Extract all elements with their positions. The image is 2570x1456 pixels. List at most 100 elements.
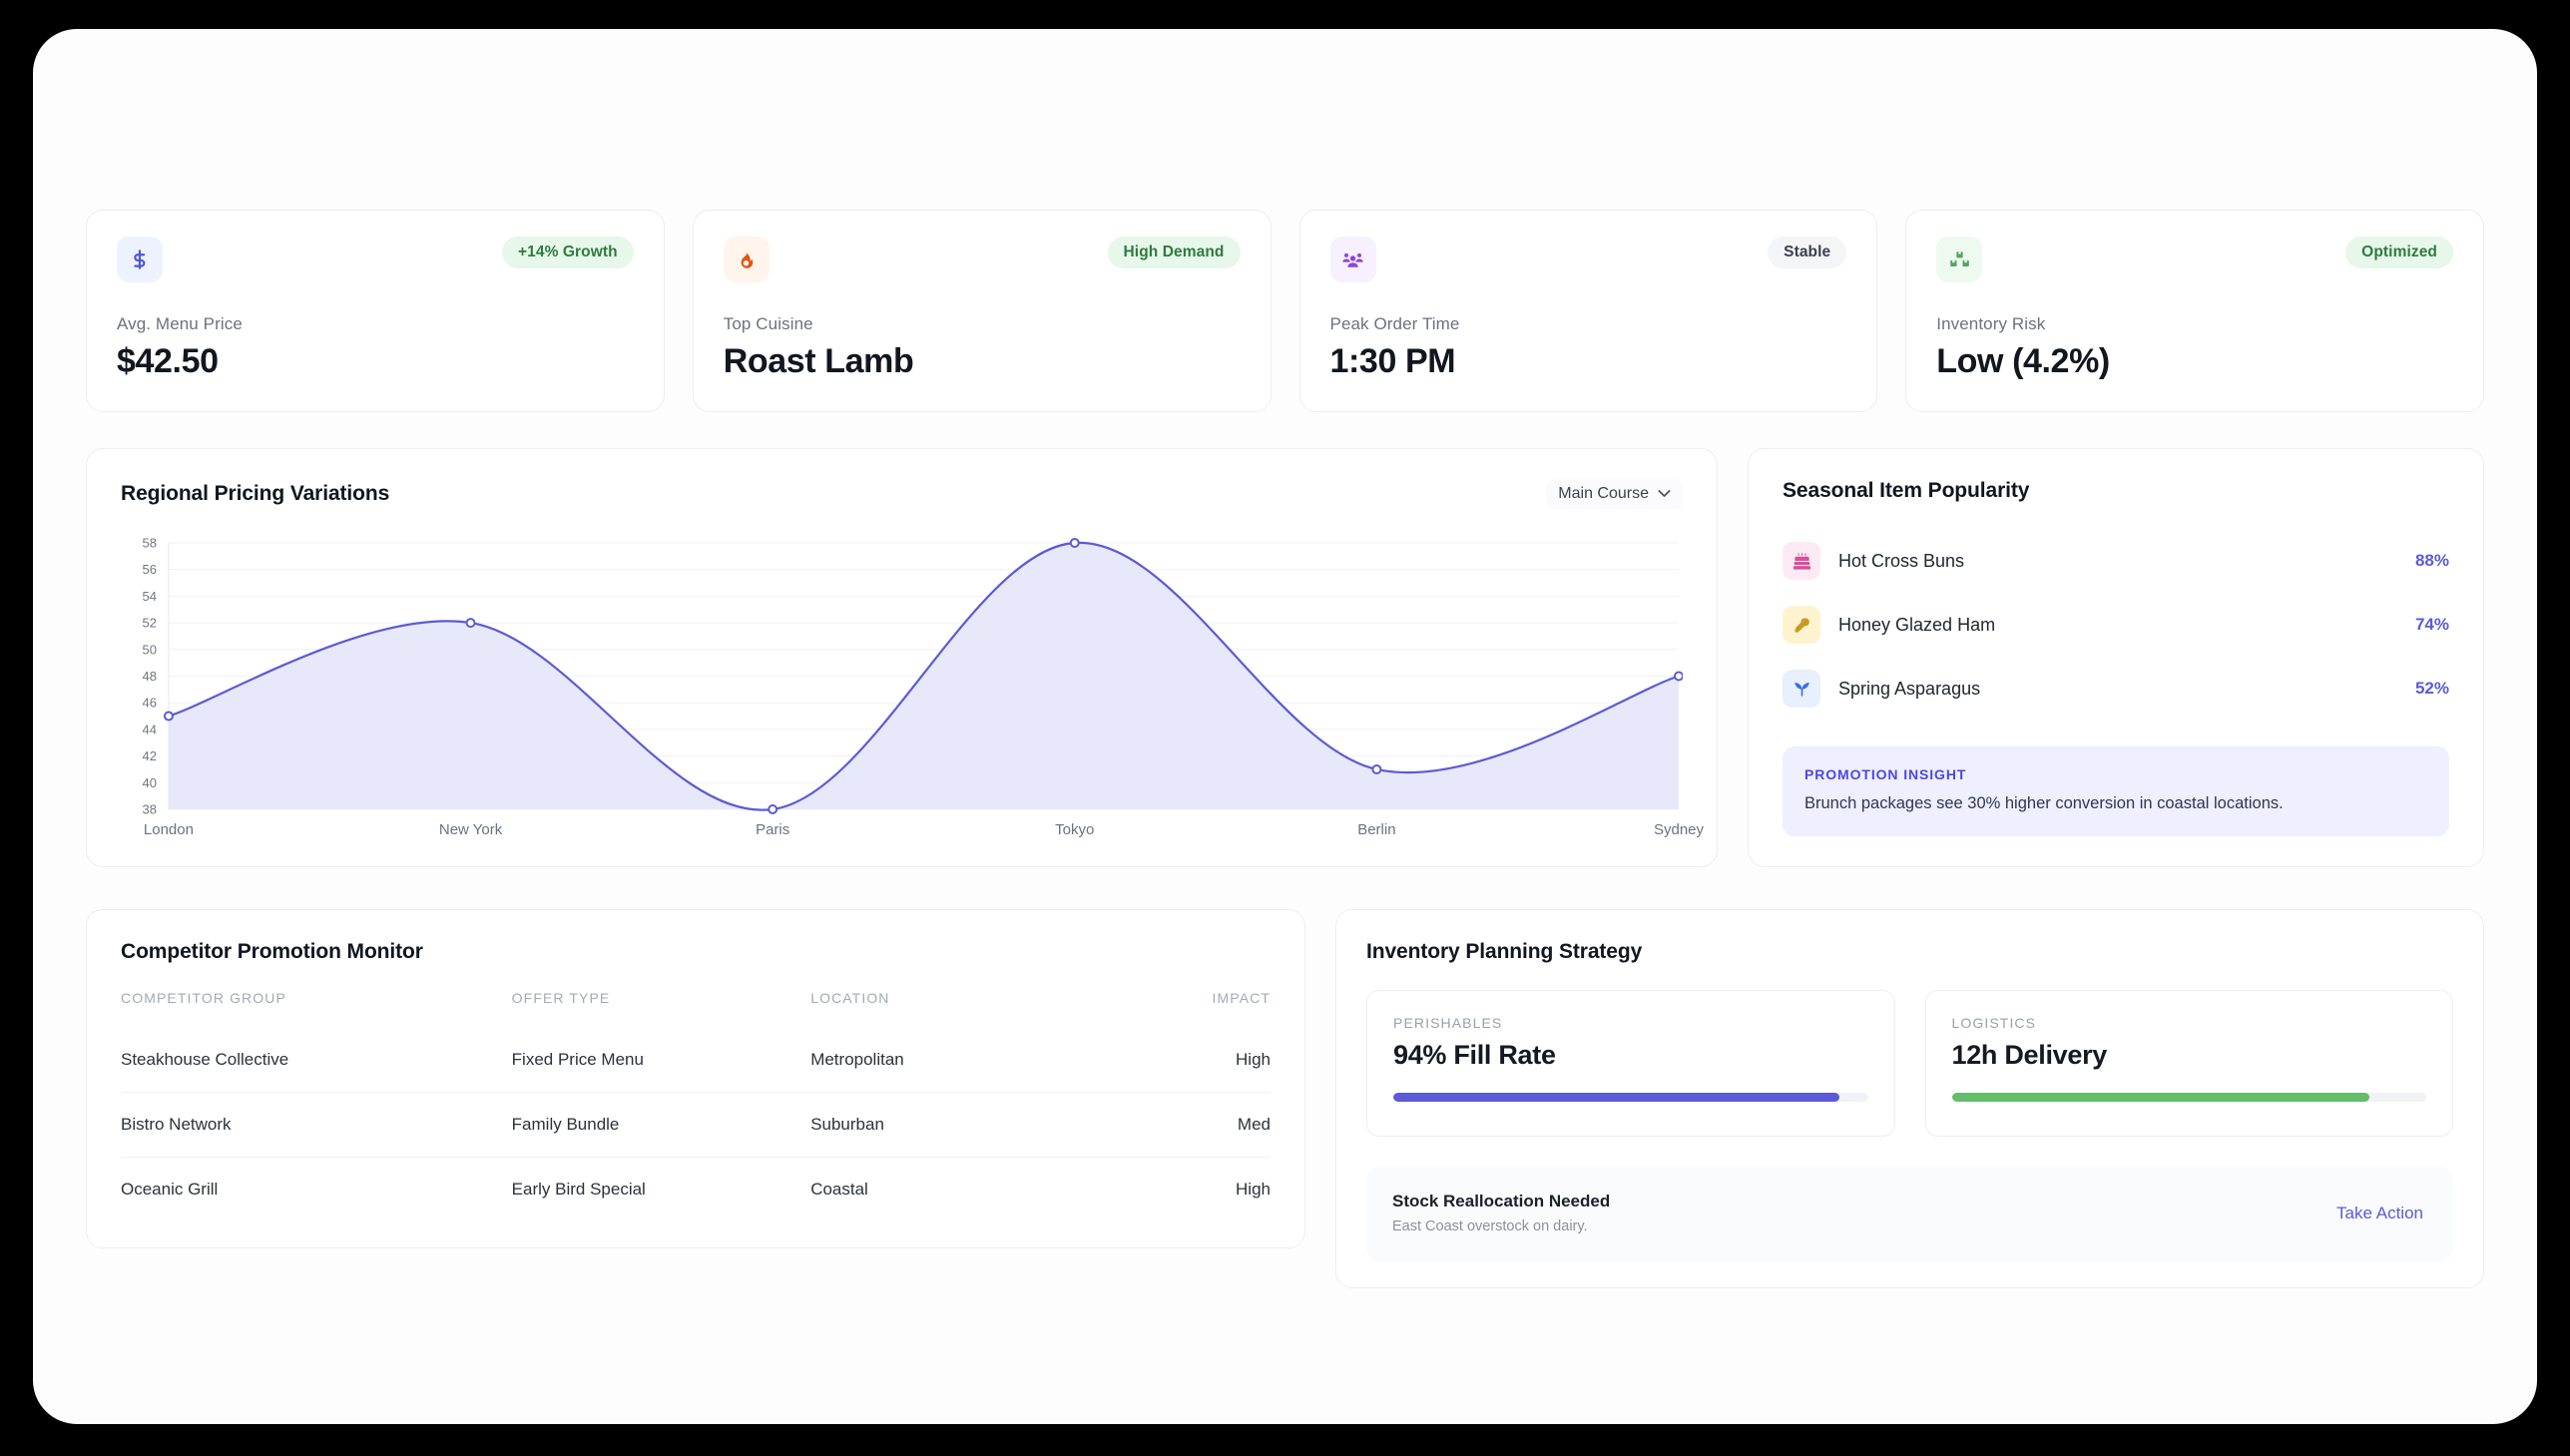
alert-text-group: Stock Reallocation Needed East Coast ove… [1392,1192,1610,1234]
drumstick-icon [1783,606,1820,644]
stat-label: Inventory Risk [1936,314,2046,333]
cell-location: Coastal [810,1157,1110,1222]
table-row[interactable]: Oceanic Grill Early Bird Special Coastal… [121,1157,1271,1222]
x-axis-tick-label: Berlin [1357,821,1396,838]
chart-area-fill [168,542,1680,810]
flame-icon [723,237,770,282]
bottom-row: Competitor Promotion Monitor COMPETITOR … [52,909,2518,1289]
inventory-metrics: PERISHABLES 94% Fill Rate LOGISTICS 12h … [1366,990,2453,1138]
item-percentage: 88% [2414,551,2449,570]
chart-data-point[interactable] [1674,671,1683,682]
cell-impact: High [1109,1157,1271,1222]
metric-kicker: LOGISTICS [1951,1015,2037,1032]
status-badge: High Demand [1107,237,1241,268]
x-axis-tick-label: New York [438,821,503,838]
chart-data-point[interactable] [1069,538,1080,548]
stat-card-header: Optimized [1936,237,2453,282]
course-filter-dropdown[interactable]: Main Course [1546,479,1683,509]
stock-reallocation-alert: Stock Reallocation Needed East Coast ove… [1366,1167,2453,1262]
stat-value: Low (4.2%) [1936,342,2110,380]
cell-offer-type: Early Bird Special [511,1157,811,1222]
chart-data-point[interactable] [465,618,476,629]
cell-competitor-group: Oceanic Grill [121,1157,512,1222]
cell-impact: Med [1109,1092,1271,1158]
chart-data-point[interactable] [768,804,778,814]
cell-location: Metropolitan [810,1050,904,1070]
middle-row: Regional Pricing Variations Main Course … [52,448,2518,868]
stat-card-top-cuisine: High Demand Top Cuisine Roast Lamb [692,210,1272,412]
app-page: +14% Growth Avg. Menu Price $42.50 High … [33,29,2537,1424]
chart-data-point[interactable] [163,711,174,722]
item-name: Spring Asparagus [1838,678,1981,699]
stat-label: Peak Order Time [1329,314,1460,333]
status-badge: Stable [1768,237,1847,268]
cell-competitor-group: Bistro Network [121,1092,512,1158]
item-name: Hot Cross Buns [1838,550,1965,571]
progress-bar-fill [1951,1093,2369,1103]
panel-title: Seasonal Item Popularity [1783,479,2030,502]
regional-pricing-panel: Regional Pricing Variations Main Course … [86,448,1718,868]
metric-kicker: PERISHABLES [1393,1015,1503,1032]
list-item[interactable]: Honey Glazed Ham 74% [1783,593,2449,657]
cell-offer-type: Fixed Price Menu [511,1050,644,1070]
item-percentage: 52% [2414,679,2449,698]
users-group-icon [1329,237,1376,282]
insight-kicker: PROMOTION INSIGHT [1804,766,1967,782]
column-header-impact: IMPACT [1212,990,1271,1007]
metric-value: 12h Delivery [1951,1040,2108,1071]
cell-impact: High [1236,1050,1271,1070]
y-axis-tick-label: 38 [143,801,157,816]
panel-title: Inventory Planning Strategy [1366,940,1643,964]
y-axis-tick-label: 48 [143,669,157,684]
chart-x-axis: London New York Paris Tokyo Berlin Sydney [121,821,1704,841]
stat-value: $42.50 [117,342,219,380]
table-body: Steakhouse Collective Fixed Price Menu M… [121,1028,1271,1222]
y-axis-tick-label: 54 [143,589,157,604]
chart-line [168,541,1680,811]
insight-text: Brunch packages see 30% higher conversio… [1804,794,2284,812]
dropdown-value: Main Course [1558,485,1649,502]
stat-label: Top Cuisine [723,314,813,333]
cell-location: Suburban [810,1092,1110,1158]
table-header: COMPETITOR GROUP OFFER TYPE LOCATION IMP… [121,990,1271,1028]
column-header-location: LOCATION [810,990,890,1007]
stat-card-header: Stable [1329,237,1847,282]
list-item[interactable]: Hot Cross Buns 88% [1783,529,2449,593]
status-badge: Optimized [2345,237,2453,268]
alert-subtitle: East Coast overstock on dairy. [1392,1218,1588,1235]
sprout-icon [1783,670,1820,708]
status-badge: +14% Growth [502,237,634,268]
cell-offer-type: Family Bundle [511,1092,811,1158]
stat-card-header: High Demand [723,237,1241,282]
y-axis-tick-label: 46 [143,696,157,711]
stat-value: 1:30 PM [1329,342,1456,380]
y-axis-tick-label: 58 [143,535,157,550]
stat-card-inventory-risk: Optimized Inventory Risk Low (4.2%) [1905,210,2484,412]
line-chart: 38 40 42 44 46 48 50 52 54 56 58 London New York Par… [121,535,1705,838]
metric-card-perishables: PERISHABLES 94% Fill Rate [1366,990,1895,1138]
progress-bar-logistics [1951,1093,2426,1103]
y-axis-tick-label: 42 [143,748,157,763]
progress-bar-fill [1393,1093,1839,1103]
take-action-button[interactable]: Take Action [2336,1203,2423,1222]
stat-card-header: +14% Growth [117,237,634,282]
stat-value: Roast Lamb [723,342,914,380]
table-header-row: COMPETITOR GROUP OFFER TYPE LOCATION IMP… [121,990,1271,1028]
dollar-icon [117,237,163,282]
list-item[interactable]: Spring Asparagus 52% [1783,657,2449,721]
panel-header: Regional Pricing Variations Main Course [121,479,1683,509]
chevron-down-icon [1658,487,1671,501]
metric-card-logistics: LOGISTICS 12h Delivery [1924,990,2453,1138]
chart-canvas: 38 40 42 44 46 48 50 52 54 56 58 [143,535,1683,817]
item-percentage: 74% [2414,615,2449,634]
competitor-promotion-monitor-panel: Competitor Promotion Monitor COMPETITOR … [86,909,1305,1249]
metric-value: 94% Fill Rate [1393,1040,1556,1071]
progress-bar-perishables [1393,1093,1868,1103]
column-header-competitor-group: COMPETITOR GROUP [121,990,286,1007]
chart-data-point[interactable] [1371,763,1382,774]
x-axis-tick-label: Paris [756,821,790,838]
cell-competitor-group: Steakhouse Collective [121,1050,289,1070]
table-row[interactable]: Steakhouse Collective Fixed Price Menu M… [121,1028,1271,1093]
table-row[interactable]: Bistro Network Family Bundle Suburban Me… [121,1092,1271,1158]
seasonal-items-list: Hot Cross Buns 88% Honey Glazed Ham 74% [1783,529,2449,721]
